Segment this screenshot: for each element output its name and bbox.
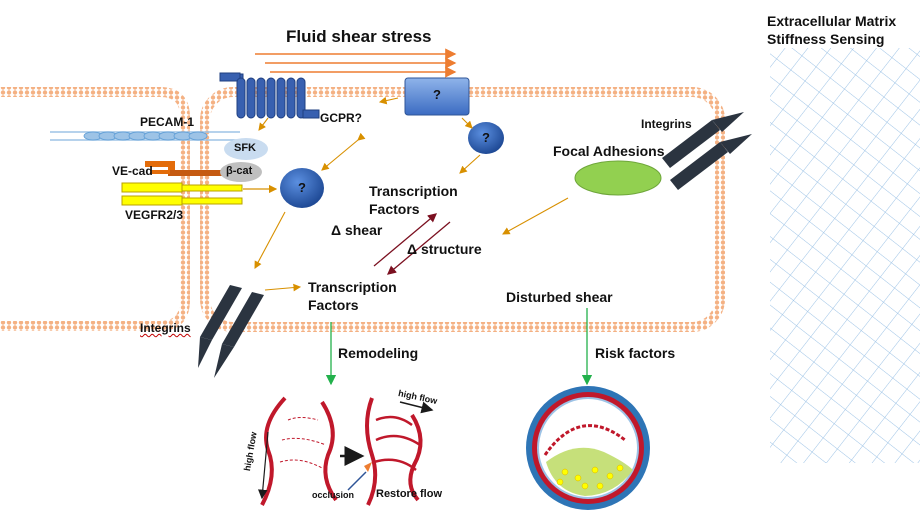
- delta-shear-label: Δ shear: [331, 222, 383, 238]
- integrin-top-right: [662, 112, 752, 190]
- shear-stress-arrows: [255, 48, 457, 78]
- vegfr-2-3: [121, 182, 243, 206]
- ecm-label-line-1: Extracellular Matrix: [767, 13, 897, 29]
- remodeling-label: Remodeling: [338, 345, 419, 361]
- disturbed-shear-label: Disturbed shear: [506, 289, 613, 305]
- sfk-label: SFK: [234, 142, 256, 154]
- ve-cadherin: [145, 161, 238, 176]
- delta-arrows: [373, 213, 451, 275]
- occlusion-label: occlusion: [312, 490, 355, 500]
- vegfr-label: VEGFR2/3: [125, 208, 184, 222]
- signal-arrows: [254, 96, 569, 292]
- remodeling-illustration: [257, 396, 434, 506]
- risk-factors-label: Risk factors: [595, 345, 676, 361]
- neighbor-cell-membrane: [0, 87, 190, 331]
- restore-flow-label: Restore flow: [376, 488, 443, 500]
- sfk-molecule: [224, 138, 268, 160]
- integrin-bottom-left: [198, 285, 264, 378]
- tf-lower-line-2: Factors: [308, 297, 359, 313]
- artery-cross-section: [526, 386, 650, 510]
- integrins-bottom-label: Integrins: [140, 321, 191, 335]
- pecam-1-molecule: [50, 131, 240, 141]
- gpcr-receptor: [219, 72, 320, 119]
- unknown-node-right: [468, 122, 504, 154]
- focal-adhesions-label: Focal Adhesions: [553, 143, 665, 159]
- unknown-node-left: [280, 168, 324, 208]
- tf-center-line-1: Transcription: [369, 183, 458, 199]
- unknown-sensor-box: [404, 77, 470, 116]
- unknown-node-right-label: ?: [482, 130, 490, 145]
- diagram-title: Fluid shear stress: [286, 27, 432, 46]
- tf-lower-line-1: Transcription: [308, 279, 397, 295]
- unknown-node-left-label: ?: [298, 180, 306, 195]
- vecad-label: VE-cad: [112, 164, 153, 178]
- integrins-top-label: Integrins: [641, 117, 692, 131]
- outcome-arrows: [325, 308, 593, 386]
- pecam-label: PECAM-1: [140, 115, 195, 129]
- beta-catenin: [220, 162, 262, 182]
- unknown-box-label: ?: [433, 87, 441, 102]
- bcat-label: β-cat: [226, 165, 253, 177]
- gcpr-label: GCPR?: [320, 111, 362, 125]
- ecm-mesh: [770, 48, 920, 463]
- tf-center-line-2: Factors: [369, 201, 420, 217]
- focal-adhesion: [574, 160, 662, 196]
- ecm-label-line-2: Stiffness Sensing: [767, 31, 885, 47]
- delta-structure-label: Δ structure: [407, 241, 482, 257]
